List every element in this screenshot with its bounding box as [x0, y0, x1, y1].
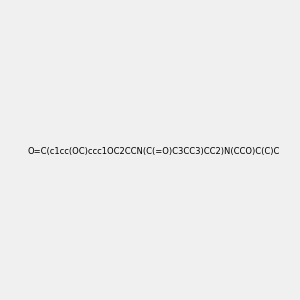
Text: O=C(c1cc(OC)ccc1OC2CCN(C(=O)C3CC3)CC2)N(CCO)C(C)C: O=C(c1cc(OC)ccc1OC2CCN(C(=O)C3CC3)CC2)N(… [28, 147, 280, 156]
